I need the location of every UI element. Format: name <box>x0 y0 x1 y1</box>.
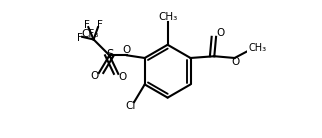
Text: O: O <box>122 45 130 55</box>
Text: O: O <box>118 72 127 82</box>
Text: CH₃: CH₃ <box>158 12 177 22</box>
Text: CH₃: CH₃ <box>249 43 267 53</box>
Text: F: F <box>97 20 103 30</box>
Text: F: F <box>84 20 90 30</box>
Text: S: S <box>106 48 113 61</box>
Text: O: O <box>90 71 99 82</box>
Text: Cl: Cl <box>126 101 136 112</box>
Text: O: O <box>231 56 240 67</box>
Text: O: O <box>216 28 225 38</box>
Text: F: F <box>77 33 83 43</box>
Text: CF₃: CF₃ <box>81 29 99 39</box>
